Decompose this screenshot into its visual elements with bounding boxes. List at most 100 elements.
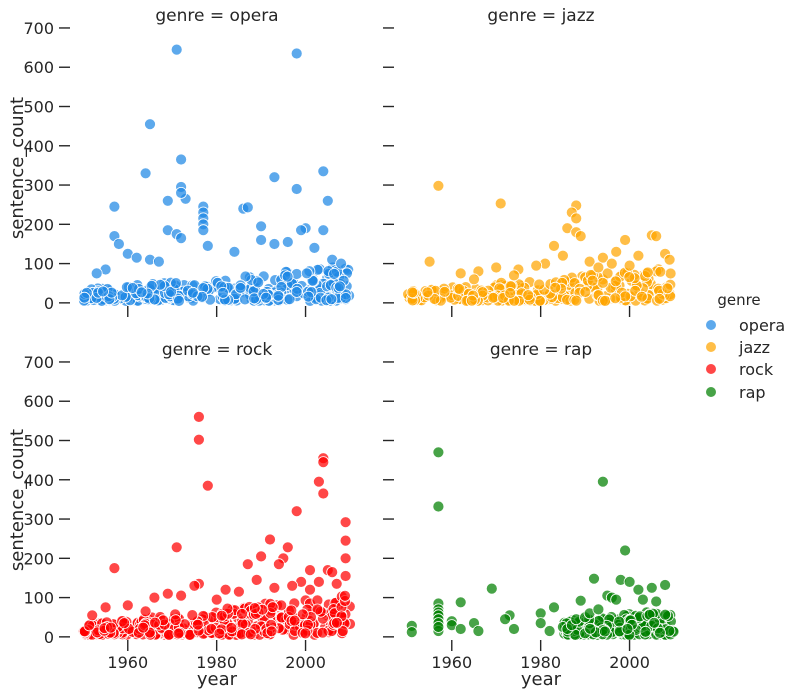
y-axis-label-top: sentence_count: [7, 97, 28, 239]
legend-entry-jazz: jazz: [705, 338, 770, 357]
rock-point: [317, 456, 330, 469]
opera-point: [300, 267, 313, 280]
legend: genre opera jazz rock rap: [705, 291, 785, 402]
rock-point: [336, 625, 349, 637]
rap-point: [637, 593, 649, 606]
opera-point: [217, 286, 229, 299]
y-tick-label: 300: [23, 510, 54, 529]
jazz-point: [574, 230, 587, 243]
opera-x-axis: [127, 306, 307, 317]
rock-point: [99, 601, 112, 614]
rap-point: [548, 601, 560, 614]
opera-point: [255, 234, 268, 246]
opera-point: [197, 224, 210, 237]
jazz-x-axis: [451, 306, 631, 317]
rock-point: [296, 608, 309, 621]
panel-rock: genre = rock 0 100 200 300 400 500 600 700 1960…: [23, 340, 356, 672]
opera-point: [290, 183, 303, 195]
rap-point: [610, 593, 623, 606]
rock-point: [290, 505, 303, 518]
jazz-point: [468, 273, 480, 286]
rock-point: [250, 574, 263, 586]
jazz-point: [533, 278, 546, 291]
rock-point: [148, 591, 161, 604]
jazz-point: [548, 239, 560, 252]
rock-point: [339, 534, 352, 547]
y-tick-label: 0: [44, 294, 54, 313]
y-tick-label: 200: [23, 549, 54, 568]
y-tick-label: 700: [23, 353, 54, 372]
rap-point: [574, 594, 587, 607]
y-tick-label: 500: [23, 98, 54, 117]
rock-point: [326, 566, 339, 578]
y-axis-label-bottom: sentence_count: [7, 429, 28, 571]
opera-point: [175, 153, 188, 166]
opera-point: [175, 232, 188, 245]
jazz-point: [653, 292, 666, 305]
rock-y-axis: 0 100 200 300 400 500 600 700: [23, 353, 70, 647]
y-tick-label: 200: [23, 215, 54, 234]
rap-point: [648, 616, 661, 629]
jazz-point: [438, 285, 451, 298]
jazz-point: [530, 259, 543, 272]
opera-point: [228, 245, 241, 258]
rap-point: [499, 613, 512, 626]
opera-point: [90, 267, 103, 280]
rock-point: [232, 585, 245, 598]
opera-point: [113, 238, 125, 250]
opera-y-axis: 0 100 200 300 400 500 600 700: [23, 19, 70, 313]
opera-point: [260, 291, 273, 304]
rap-point: [621, 623, 634, 635]
jazz-point: [557, 249, 569, 262]
jazz-point: [432, 179, 445, 192]
rock-point: [244, 628, 257, 641]
rock-point: [248, 602, 261, 614]
y-tick-label: 600: [23, 58, 54, 77]
rock-point: [192, 410, 205, 423]
rap-point: [639, 625, 652, 638]
jazz-point: [610, 245, 623, 258]
opera-point: [290, 47, 303, 60]
jazz-point: [454, 267, 467, 280]
jazz-point: [599, 294, 611, 307]
rock-point: [311, 603, 324, 616]
x-tick-label: 2000: [285, 653, 326, 672]
jazz-point: [609, 292, 622, 305]
rock-point: [108, 562, 121, 574]
rock-x-axis: 1960 1980 2000: [107, 640, 326, 672]
jazz-point: [494, 197, 507, 210]
opera-point: [170, 277, 182, 290]
jazz-point: [583, 255, 596, 268]
jazz-y-axis: [383, 27, 394, 304]
rock-point: [225, 622, 238, 634]
y-tick-label: 500: [23, 432, 54, 451]
jazz-point: [596, 276, 609, 289]
rap-point: [659, 608, 672, 621]
rock-point: [312, 475, 325, 488]
y-tick-label: 700: [23, 19, 54, 38]
rap-point: [592, 603, 605, 616]
opera-point: [295, 224, 308, 237]
opera-point: [175, 186, 188, 199]
opera-point: [170, 43, 183, 56]
legend-marker-rock: [705, 363, 717, 375]
rock-point: [175, 589, 188, 602]
rap-point: [654, 627, 666, 639]
jazz-point: [406, 286, 419, 299]
opera-point: [135, 286, 148, 299]
jazz-point: [654, 265, 667, 278]
rap-point: [645, 581, 658, 594]
rap-points: [405, 446, 680, 641]
y-tick-label: 0: [44, 628, 54, 647]
jazz-point: [453, 283, 466, 295]
rap-point: [588, 572, 600, 585]
jazz-point: [421, 286, 434, 299]
jazz-point: [664, 267, 677, 280]
opera-point: [139, 167, 152, 180]
opera-point: [252, 276, 265, 289]
opera-point: [201, 239, 214, 252]
jazz-point: [619, 234, 631, 246]
rock-point: [317, 487, 330, 500]
rock-point: [264, 533, 276, 546]
legend-marker-rap: [705, 386, 717, 398]
